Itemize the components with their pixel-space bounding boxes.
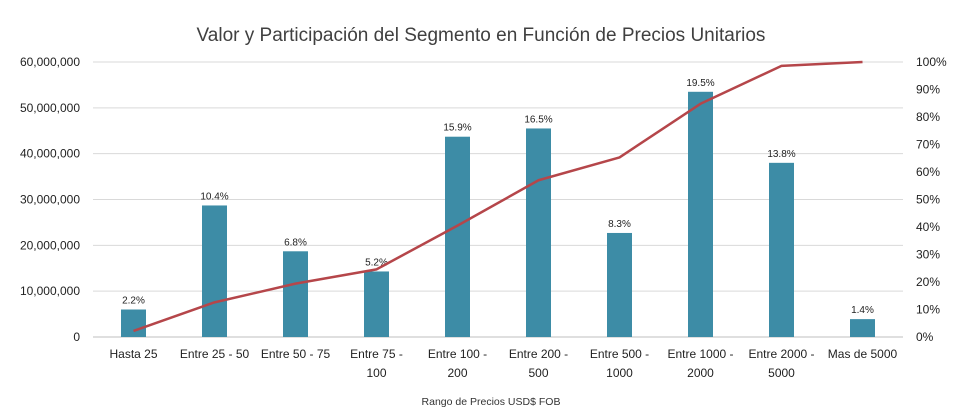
chart-title: Valor y Participación del Segmento en Fu… [197, 25, 766, 46]
x-tick-line: 200 [447, 366, 467, 380]
x-tick-label: Entre 25 - 50 [180, 347, 250, 361]
x-axis-title: Rango de Precios USD$ FOB [422, 396, 561, 408]
right-tick-label: 50% [916, 193, 940, 207]
x-tick-line: Entre 50 - 75 [261, 347, 331, 361]
x-tick-line: 1000 [606, 366, 633, 380]
x-axis-labels: Hasta 25 Entre 25 - 50 Entre 50 - 75 Entre … [109, 347, 897, 380]
left-tick-label: 20,000,000 [20, 238, 80, 252]
x-tick-line: 5000 [768, 366, 795, 380]
x-tick-label: Mas de 5000 [828, 347, 898, 361]
x-tick-label: Entre 100 - 200 [428, 347, 487, 380]
bar-data-label: 5.2% [365, 257, 388, 268]
x-tick-label: Hasta 25 [109, 347, 157, 361]
gridlines [93, 61, 903, 338]
bar [121, 309, 146, 337]
right-tick-label: 30% [916, 248, 940, 262]
x-tick-line: Entre 75 - [350, 347, 403, 361]
left-tick-label: 60,000,000 [20, 55, 80, 69]
right-tick-label: 60% [916, 165, 940, 179]
x-tick-line: Entre 25 - 50 [180, 347, 250, 361]
bar-data-label: 2.2% [122, 296, 145, 307]
right-tick-label: 10% [916, 303, 940, 317]
x-tick-line: 500 [528, 366, 548, 380]
right-tick-label: 70% [916, 138, 940, 152]
bar [607, 232, 632, 337]
right-tick-label: 80% [916, 110, 940, 124]
x-tick-line: Entre 1000 - [667, 347, 733, 361]
x-tick-label: Entre 75 - 100 [350, 347, 403, 380]
bar [769, 162, 794, 337]
bar-data-label: 16.5% [524, 114, 552, 125]
x-tick-label: Entre 2000 - 5000 [748, 347, 814, 380]
bar [445, 136, 470, 337]
bar-data-label: 6.8% [284, 237, 307, 248]
bar [202, 205, 227, 337]
bar-data-label: 1.4% [851, 305, 874, 316]
bar-series [121, 91, 875, 338]
x-tick-line: 2000 [687, 366, 714, 380]
right-tick-label: 20% [916, 275, 940, 289]
bar-data-label: 10.4% [200, 191, 228, 202]
x-tick-line: 100 [366, 366, 386, 380]
bar [850, 319, 875, 337]
left-tick-label: 40,000,000 [20, 147, 80, 161]
right-tick-label: 90% [916, 83, 940, 97]
x-tick-line: Entre 2000 - [748, 347, 814, 361]
bar [283, 251, 308, 337]
bar [688, 91, 713, 338]
bar-data-label: 8.3% [608, 219, 631, 230]
left-tick-label: 50,000,000 [20, 101, 80, 115]
bar-data-label: 15.9% [443, 123, 471, 134]
x-tick-label: Entre 1000 - 2000 [667, 347, 733, 380]
right-axis-ticks: 0% 10% 20% 30% 40% 50% 60% 70% 80% 90% 100% [916, 55, 947, 344]
right-tick-label: 40% [916, 220, 940, 234]
right-tick-label: 0% [916, 330, 934, 344]
left-tick-label: 30,000,000 [20, 193, 80, 207]
x-tick-line: Mas de 5000 [828, 347, 898, 361]
right-tick-label: 100% [916, 55, 947, 69]
left-axis-ticks: 0 10,000,000 20,000,000 30,000,000 40,000,00… [20, 55, 80, 344]
left-tick-label: 10,000,000 [20, 284, 80, 298]
x-tick-label: Entre 50 - 75 [261, 347, 331, 361]
x-tick-label: Entre 500 - 1000 [590, 347, 649, 380]
cumulative-line [133, 60, 863, 333]
bar [526, 128, 551, 337]
x-tick-label: Entre 200 - 500 [509, 347, 568, 380]
x-tick-line: Entre 200 - [509, 347, 568, 361]
bar-data-label: 19.5% [686, 78, 714, 89]
bar-data-label: 13.8% [767, 149, 795, 160]
x-tick-line: Entre 100 - [428, 347, 487, 361]
cumulative-line-series [133, 60, 863, 333]
bar [364, 271, 389, 337]
x-tick-line: Entre 500 - [590, 347, 649, 361]
bar-data-labels: 2.2% 10.4% 6.8% 5.2% 15.9% 16.5% 8.3% 19.5% 13.8… [122, 78, 874, 316]
left-tick-label: 0 [73, 330, 80, 344]
x-tick-line: Hasta 25 [109, 347, 157, 361]
